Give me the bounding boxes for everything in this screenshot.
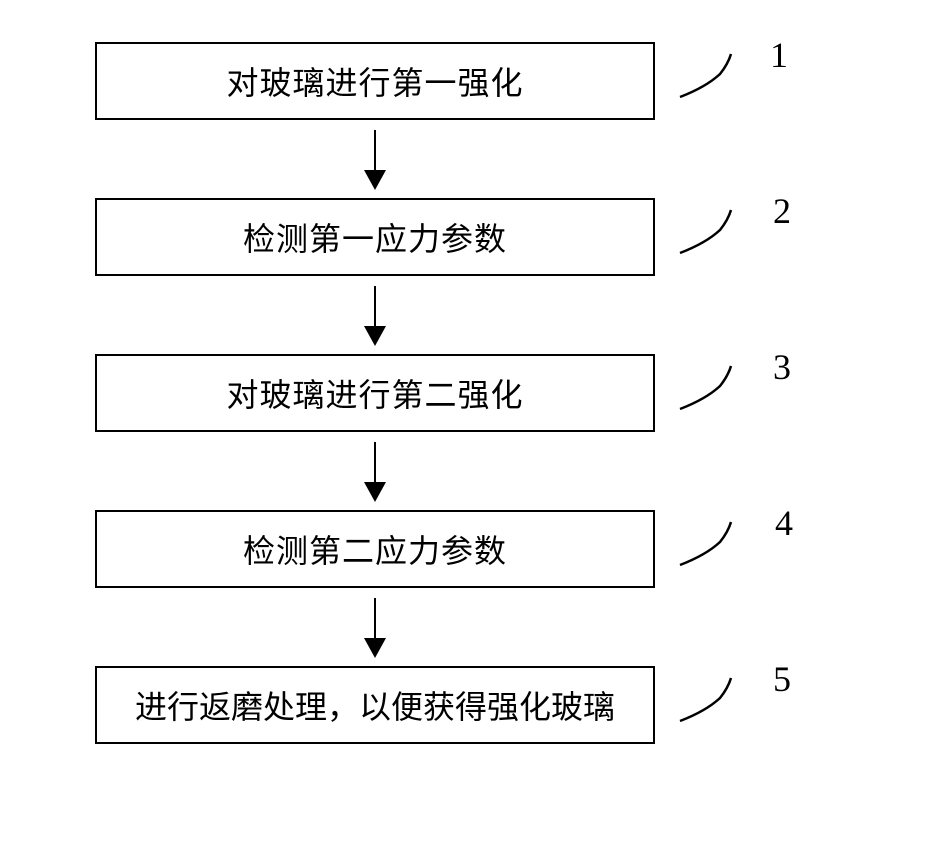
bracket-4: [678, 520, 748, 575]
step-box-4: 检测第二应力参数 4: [95, 510, 655, 588]
step-label: 1: [770, 34, 788, 76]
step-label: 5: [773, 658, 791, 700]
arrow-2: [95, 276, 655, 354]
step-text: 对玻璃进行第二强化: [226, 370, 523, 416]
arrow-1: [95, 120, 655, 198]
step-label: 3: [773, 346, 791, 388]
step-box-5: 进行返磨处理，以便获得强化玻璃 5: [95, 666, 655, 744]
step-label: 2: [773, 190, 791, 232]
bracket-5: [678, 676, 748, 731]
bracket-2: [678, 208, 748, 263]
flowchart-container: 对玻璃进行第一强化 1 检测第一应力参数 2 对玻璃进行第二强化 3: [95, 42, 815, 744]
step-text: 检测第一应力参数: [243, 214, 507, 260]
step-text: 进行返磨处理，以便获得强化玻璃: [135, 682, 615, 728]
step-box-3: 对玻璃进行第二强化 3: [95, 354, 655, 432]
arrow-4: [95, 588, 655, 666]
arrow-3: [95, 432, 655, 510]
step-text: 对玻璃进行第一强化: [226, 58, 523, 104]
step-box-1: 对玻璃进行第一强化 1: [95, 42, 655, 120]
step-label: 4: [775, 502, 793, 544]
bracket-1: [678, 52, 748, 107]
step-box-2: 检测第一应力参数 2: [95, 198, 655, 276]
bracket-3: [678, 364, 748, 419]
step-text: 检测第二应力参数: [243, 526, 507, 572]
